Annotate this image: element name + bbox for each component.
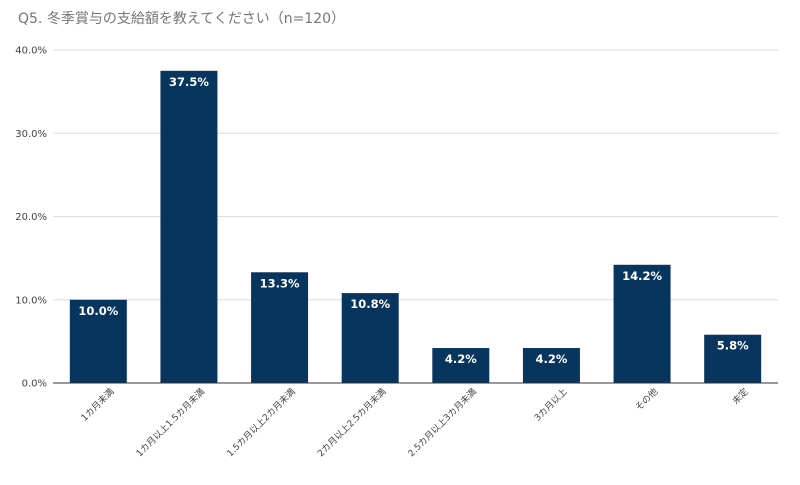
x-tick-label: 未定 [730, 386, 751, 407]
y-tick-label: 40.0% [15, 46, 47, 57]
bar [160, 70, 218, 383]
data-label: 10.0% [78, 304, 118, 318]
chart-title: Q5. 冬季賞与の支給額を教えてください（n=120） [18, 11, 346, 27]
bar [522, 348, 580, 383]
data-label: 4.2% [445, 352, 477, 366]
x-tick-label: その他 [633, 386, 661, 414]
data-label: 10.8% [350, 297, 390, 311]
data-label: 14.2% [622, 269, 662, 283]
y-tick-label: 20.0% [15, 212, 47, 223]
y-axis-ticks: 0.0% 10.0% 20.0% 30.0% 40.0% [15, 46, 47, 390]
x-tick-label: 1カ月以上1.5カ月未満 [133, 386, 207, 460]
data-label: 37.5% [169, 75, 209, 89]
bar [341, 293, 399, 383]
bar [251, 272, 309, 383]
x-tick-label: 1カ月未満 [78, 386, 116, 424]
data-labels: 10.0% 37.5% 13.3% 10.8% 4.2% 4.2% 14.2% 5.8% [78, 75, 749, 366]
x-tick-label: 1.5カ月以上2カ月未満 [224, 386, 298, 460]
data-label: 13.3% [260, 276, 300, 290]
data-label: 5.8% [717, 339, 749, 353]
x-tick-label: 2カ月以上2.5カ月未満 [315, 386, 389, 460]
bar [69, 299, 127, 383]
bars [69, 70, 762, 383]
data-label: 4.2% [535, 352, 567, 366]
y-tick-label: 10.0% [15, 295, 47, 306]
bar [704, 334, 762, 383]
x-axis-labels: 1カ月未満 1カ月以上1.5カ月未満 1.5カ月以上2カ月未満 2カ月以上2.5カ月未… [78, 386, 750, 460]
bar [432, 348, 490, 383]
x-tick-label: 2.5カ月以上3カ月未満 [405, 386, 479, 460]
x-tick-label: 3カ月以上 [532, 386, 569, 423]
bar [613, 264, 671, 383]
y-tick-label: 30.0% [15, 129, 47, 140]
y-tick-label: 0.0% [22, 379, 47, 390]
